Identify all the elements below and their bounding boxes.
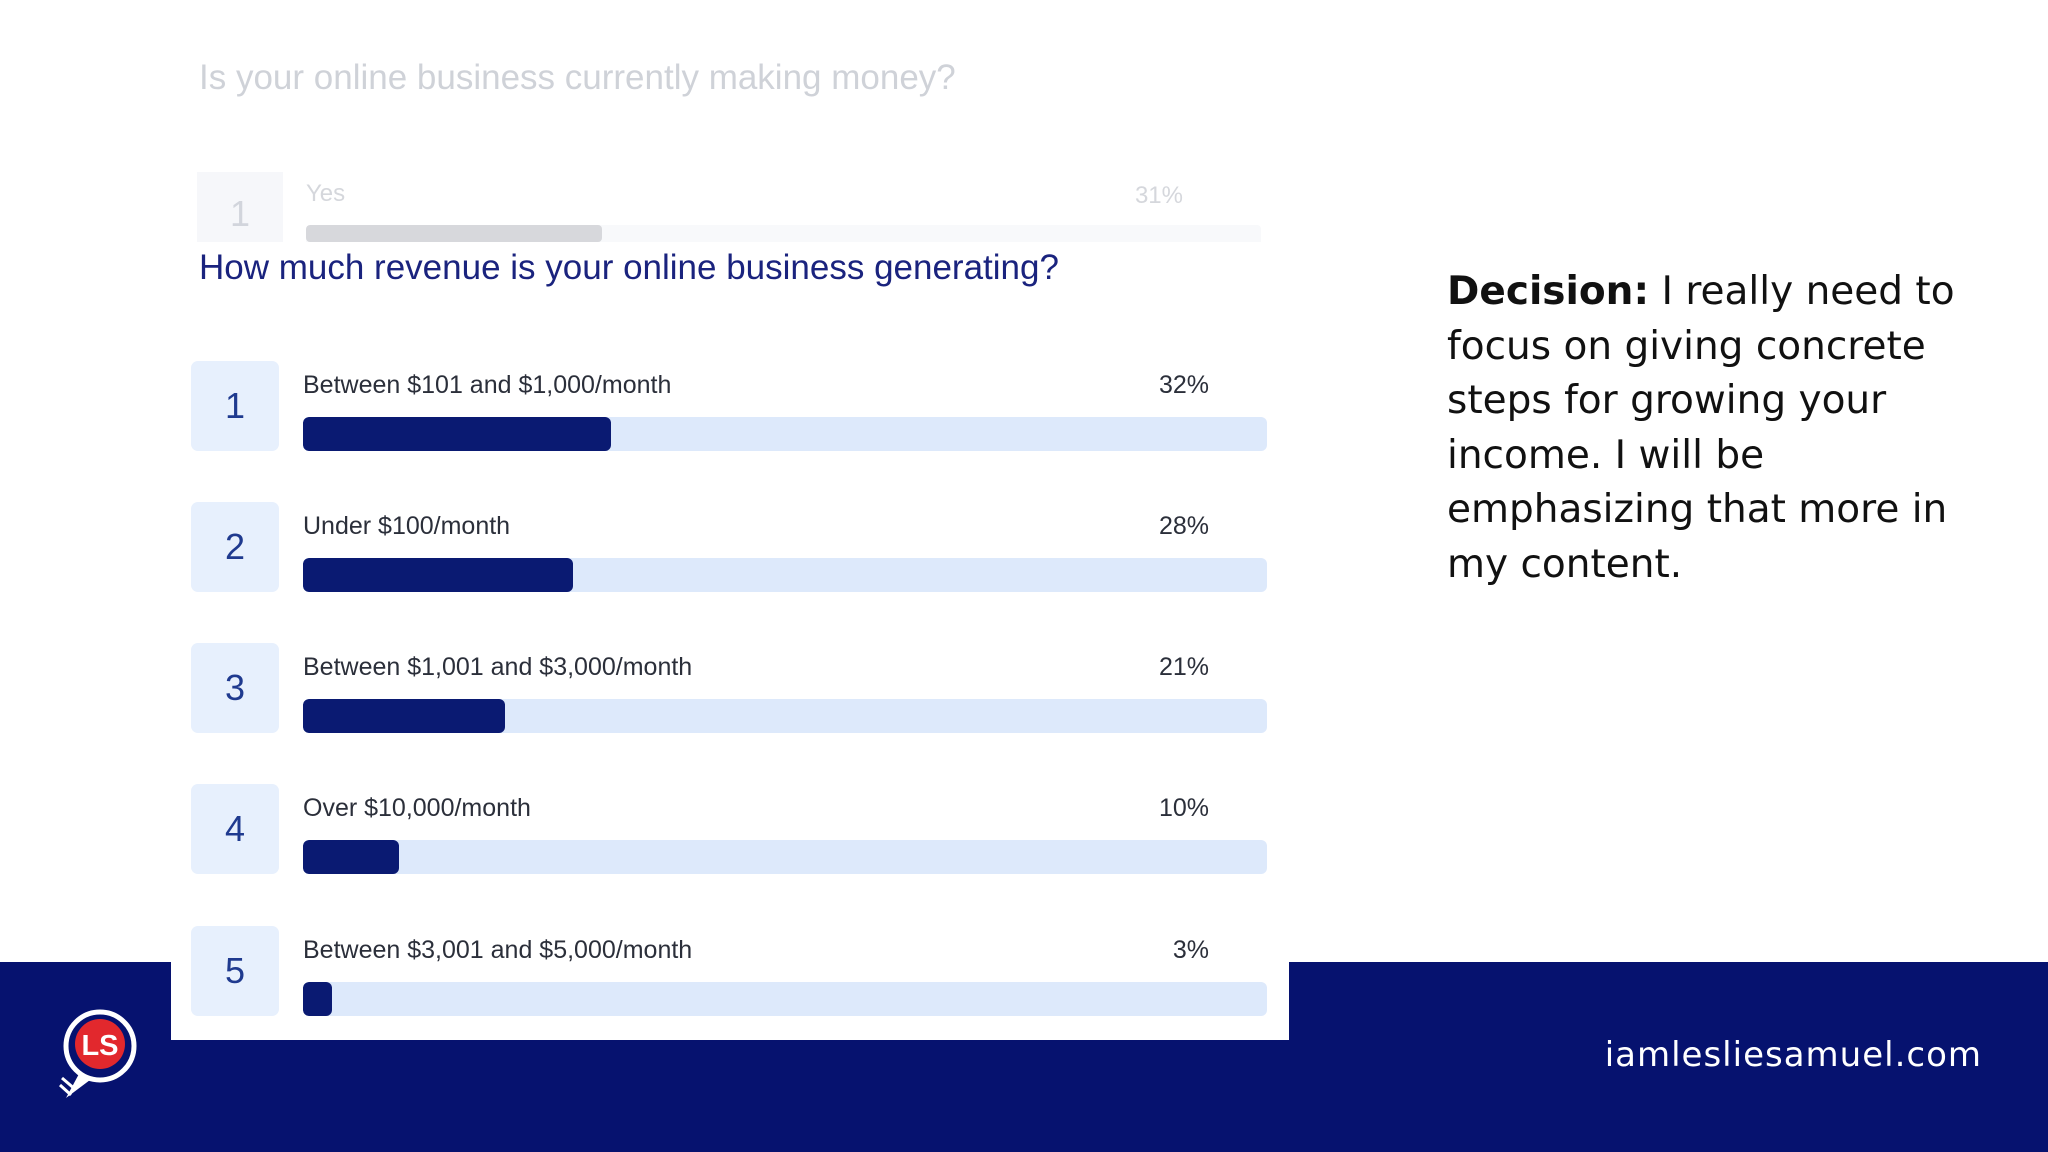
option-label: Over $10,000/month bbox=[303, 794, 531, 822]
option-bar-track bbox=[303, 840, 1267, 874]
option-percent: 32% bbox=[1158, 371, 1209, 399]
option-bar-track bbox=[303, 699, 1267, 733]
option-label: Between $1,001 and $3,000/month bbox=[303, 653, 693, 681]
faded-option-label: Yes bbox=[306, 180, 346, 207]
poll-question: How much revenue is your online business… bbox=[199, 248, 1069, 288]
poll-option-3: 3 Between $1,001 and $3,000/month 21% bbox=[191, 643, 1281, 735]
option-bar-fill bbox=[303, 699, 506, 733]
option-percent: 28% bbox=[1158, 512, 1209, 540]
option-percent: 21% bbox=[1158, 653, 1209, 681]
option-bar-track bbox=[303, 558, 1267, 592]
poll-option-5: 5 Between $3,001 and $5,000/month 3% bbox=[191, 926, 1281, 1018]
faded-poll-option: 1 Yes 31% bbox=[197, 172, 1267, 242]
poll-option-1: 1 Between $101 and $1,000/month 32% bbox=[191, 361, 1281, 453]
decision-heading: Decision: bbox=[1447, 269, 1650, 314]
logo-text: LS bbox=[81, 1030, 118, 1062]
option-number: 2 bbox=[191, 502, 279, 592]
option-bar-fill bbox=[303, 840, 400, 874]
option-percent: 10% bbox=[1158, 794, 1209, 822]
option-percent: 3% bbox=[1172, 936, 1209, 964]
option-bar-track bbox=[303, 417, 1267, 451]
option-label: Between $101 and $1,000/month bbox=[303, 371, 672, 399]
option-number: 3 bbox=[191, 643, 279, 733]
option-number: 5 bbox=[191, 926, 279, 1016]
option-number: 4 bbox=[191, 784, 279, 874]
poll-option-4: 4 Over $10,000/month 10% bbox=[191, 784, 1281, 876]
poll-panel: Is your online business currently making… bbox=[171, 0, 1289, 1040]
faded-poll-question: Is your online business currently making… bbox=[199, 58, 956, 97]
option-bar-fill bbox=[303, 558, 573, 592]
site-url[interactable]: iamlesliesamuel.com bbox=[1604, 1035, 1982, 1075]
decision-note: Decision: I really need to focus on givi… bbox=[1447, 265, 1967, 592]
option-bar-fill bbox=[303, 982, 332, 1016]
option-bar-fill bbox=[303, 417, 612, 451]
faded-option-percent: 31% bbox=[1134, 182, 1183, 209]
faded-option-bar-track bbox=[306, 225, 1261, 242]
faded-option-bar-fill bbox=[306, 225, 603, 242]
option-number: 1 bbox=[191, 361, 279, 451]
option-label: Under $100/month bbox=[303, 512, 511, 540]
faded-option-number: 1 bbox=[197, 172, 283, 242]
poll-option-2: 2 Under $100/month 28% bbox=[191, 502, 1281, 594]
ls-logo-icon: LS bbox=[58, 1008, 140, 1104]
option-label: Between $3,001 and $5,000/month bbox=[303, 936, 693, 964]
option-bar-track bbox=[303, 982, 1267, 1016]
decision-text: I really need to focus on giving concret… bbox=[1447, 269, 1955, 587]
